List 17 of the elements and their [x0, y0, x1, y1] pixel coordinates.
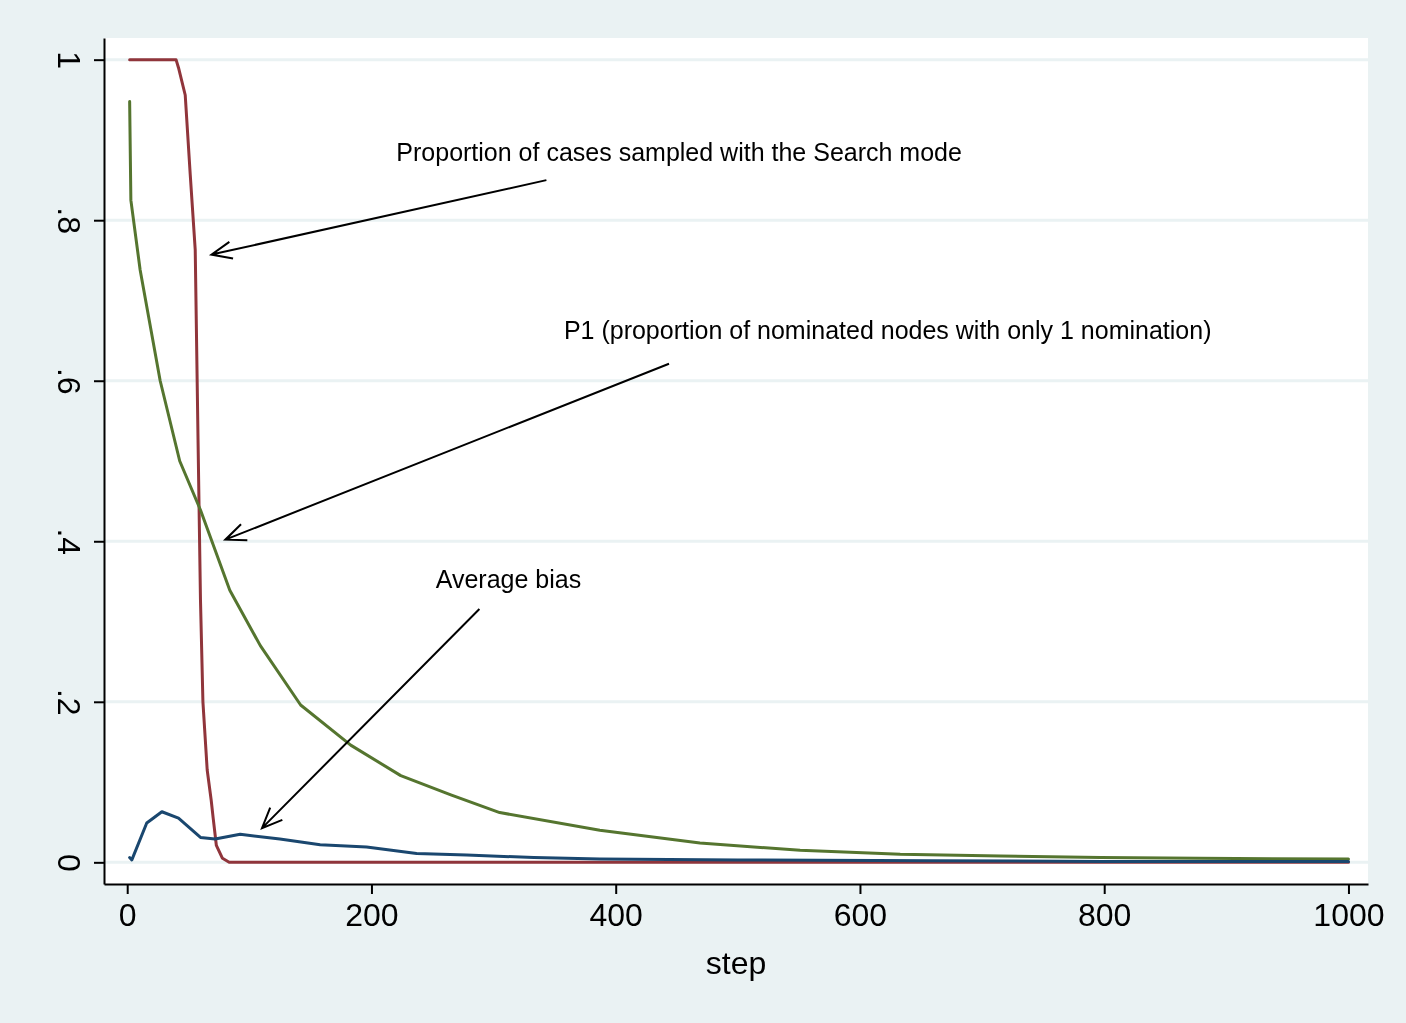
y-tick-label: .8 — [50, 207, 87, 235]
annotation: Average bias — [435, 564, 582, 593]
x-tick-label: 0 — [118, 896, 137, 933]
x-tick-label: 600 — [833, 896, 888, 933]
x-axis-title: step — [705, 945, 767, 981]
line-series — [128, 810, 1350, 864]
y-tick-label: .4 — [50, 528, 87, 556]
y-tick-label: .6 — [50, 367, 87, 395]
x-tick-label: 1000 — [1313, 896, 1385, 933]
x-tick-label: 400 — [589, 896, 643, 933]
y-tick-label: .2 — [50, 688, 87, 716]
annotation: Proportion of cases sampled with the Search mode — [396, 137, 962, 166]
x-tick-label: 200 — [345, 896, 399, 933]
y-tick-label: 1 — [50, 51, 87, 70]
annotation: P1 (proportion of nominated nodes with only 1 nomination) — [563, 316, 1212, 345]
x-tick-label: 800 — [1078, 896, 1132, 933]
y-tick-label: 0 — [50, 853, 87, 872]
